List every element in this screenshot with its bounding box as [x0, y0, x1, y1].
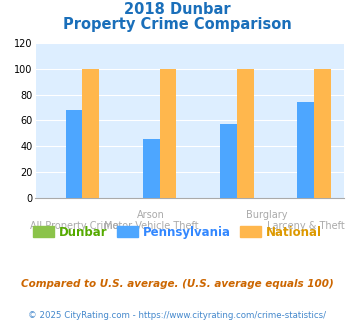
Text: 2018 Dunbar: 2018 Dunbar [124, 2, 231, 16]
Text: Motor Vehicle Theft: Motor Vehicle Theft [104, 221, 199, 231]
Text: Arson: Arson [137, 210, 165, 219]
Bar [237, 69, 253, 198]
Text: Compared to U.S. average. (U.S. average equals 100): Compared to U.S. average. (U.S. average … [21, 279, 334, 289]
Bar [297, 102, 314, 198]
Text: Property Crime Comparison: Property Crime Comparison [63, 16, 292, 31]
Bar [143, 139, 160, 198]
Legend: Dunbar, Pennsylvania, National: Dunbar, Pennsylvania, National [28, 221, 327, 243]
Text: All Property Crime: All Property Crime [30, 221, 119, 231]
Text: Larceny & Theft: Larceny & Theft [267, 221, 345, 231]
Bar [82, 69, 99, 198]
Text: © 2025 CityRating.com - https://www.cityrating.com/crime-statistics/: © 2025 CityRating.com - https://www.city… [28, 311, 327, 320]
Bar [66, 110, 82, 198]
Bar [220, 124, 237, 198]
Text: Burglary: Burglary [246, 210, 288, 219]
Bar [160, 69, 176, 198]
Bar [314, 69, 331, 198]
